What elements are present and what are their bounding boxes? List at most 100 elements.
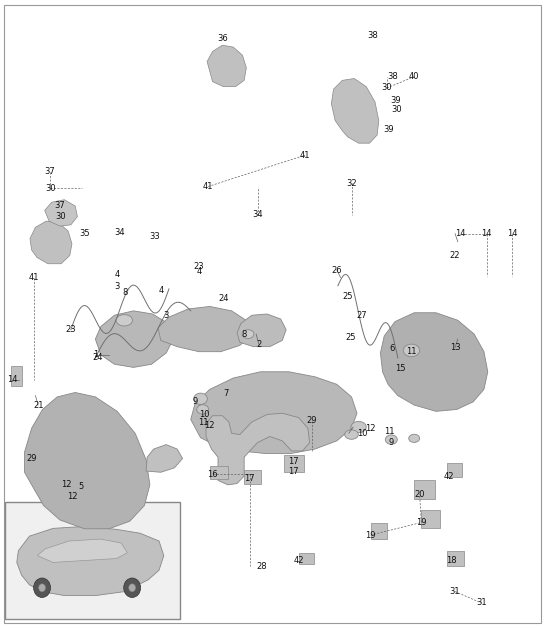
Polygon shape [191,372,357,453]
Polygon shape [25,392,150,529]
Bar [299,553,314,564]
Text: 12: 12 [61,480,72,489]
Text: 18: 18 [446,556,457,565]
Text: 38: 38 [387,72,398,81]
Ellipse shape [194,393,207,404]
Text: 4: 4 [114,270,120,279]
Text: 37: 37 [54,202,65,210]
Polygon shape [146,445,183,472]
Text: 10: 10 [199,410,210,419]
Polygon shape [30,221,72,264]
Text: 20: 20 [414,490,425,499]
Bar [244,470,261,484]
Text: 16: 16 [207,470,218,479]
Text: 1: 1 [93,350,98,359]
Text: 3: 3 [114,283,120,291]
Polygon shape [380,313,488,411]
Text: 29: 29 [306,416,317,425]
Polygon shape [95,311,173,367]
Text: 14: 14 [507,229,518,238]
Text: 14: 14 [481,229,492,238]
Polygon shape [331,78,379,143]
Text: 11: 11 [406,347,417,356]
Bar [5,502,180,619]
Text: 38: 38 [367,31,378,40]
Text: 15: 15 [395,364,406,373]
Text: 33: 33 [149,232,160,241]
Text: 12: 12 [67,492,78,501]
Text: 21: 21 [33,401,44,409]
Text: 6: 6 [390,344,395,353]
Circle shape [39,584,45,592]
Text: 19: 19 [416,518,427,527]
Text: 3: 3 [164,311,169,320]
Ellipse shape [351,421,366,433]
Text: 11: 11 [384,427,395,436]
Text: 19: 19 [365,531,376,539]
Text: 39: 39 [390,96,401,105]
Text: 37: 37 [45,167,56,176]
Ellipse shape [345,430,359,440]
Ellipse shape [197,405,209,414]
Text: 14: 14 [455,229,466,238]
Polygon shape [237,314,286,347]
Ellipse shape [403,344,420,357]
Polygon shape [17,526,164,595]
Text: 41: 41 [28,273,39,282]
Text: 42: 42 [293,556,304,565]
Text: 39: 39 [383,126,394,134]
Text: 40: 40 [409,72,420,81]
Text: 7: 7 [223,389,229,398]
Text: 36: 36 [217,35,228,43]
Ellipse shape [116,315,132,326]
Polygon shape [207,45,246,87]
Bar [284,455,304,472]
Text: 27: 27 [356,311,367,320]
Text: 2: 2 [256,340,262,349]
Bar [447,463,462,477]
Text: 22: 22 [450,251,461,260]
Text: 13: 13 [450,343,461,352]
Text: 35: 35 [79,229,90,238]
Text: 28: 28 [256,562,267,571]
Text: 5: 5 [78,482,83,491]
Bar [210,466,228,479]
Text: 30: 30 [391,106,402,114]
Text: 24: 24 [93,354,104,362]
Text: 12: 12 [204,421,215,430]
Text: 9: 9 [192,398,198,406]
Bar [371,523,387,539]
Text: 26: 26 [331,266,342,274]
Text: 42: 42 [443,472,454,480]
Ellipse shape [242,330,254,338]
Text: 25: 25 [342,292,353,301]
Text: 17: 17 [288,467,299,475]
Text: 8: 8 [123,288,128,296]
Text: 8: 8 [241,330,247,338]
Text: 29: 29 [26,454,37,463]
Text: 23: 23 [65,325,76,334]
Text: 30: 30 [45,184,56,193]
Ellipse shape [409,435,420,442]
Text: 4: 4 [196,267,202,276]
Text: 34: 34 [114,228,125,237]
Text: 11: 11 [198,418,209,427]
Text: 31: 31 [450,587,461,596]
Polygon shape [158,306,251,352]
Circle shape [34,578,51,597]
Polygon shape [37,539,128,563]
Text: 17: 17 [288,457,299,466]
Circle shape [124,578,141,597]
Text: 32: 32 [346,179,357,188]
Polygon shape [206,413,310,485]
Bar [11,366,22,386]
Text: 17: 17 [244,474,255,483]
Text: 24: 24 [218,295,229,303]
Bar [421,510,440,528]
Text: 41: 41 [203,182,214,191]
Text: 30: 30 [56,212,66,221]
Text: 9: 9 [389,438,394,447]
Text: 14: 14 [7,376,17,384]
Text: 30: 30 [382,84,392,92]
Text: 25: 25 [345,333,356,342]
